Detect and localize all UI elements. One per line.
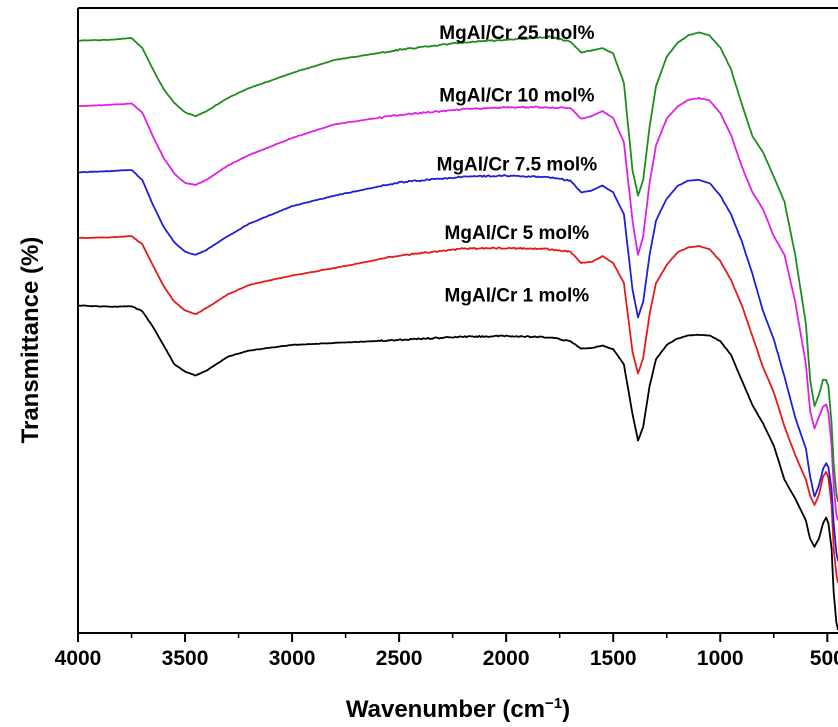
x-tick-label-2500: 2500 — [376, 647, 423, 670]
y-axis-title: Transmittance (%) — [17, 237, 44, 444]
axes-layer: 4000 3500 3000 2500 2000 1500 1000 500 — [55, 7, 838, 670]
series-label-layer: MgAl/Cr 1 mol% MgAl/Cr 5 mol% MgAl/Cr 7.5 … — [437, 23, 598, 307]
series-line-2 — [78, 169, 838, 562]
x-axis-title-superscript: −1 — [545, 695, 562, 712]
series-layer — [78, 31, 838, 631]
series-label-1: MgAl/Cr 5 mol% — [445, 223, 590, 244]
x-tick-label-1500: 1500 — [590, 647, 637, 670]
series-line-4 — [78, 31, 838, 502]
x-tick-label-1000: 1000 — [697, 647, 744, 670]
x-tick-label-4000: 4000 — [55, 647, 102, 670]
x-axis-title-main: Wavenumber (cm — [346, 696, 545, 723]
x-axis-title-end: ) — [562, 696, 570, 723]
series-line-1 — [78, 235, 838, 584]
series-label-3: MgAl/Cr 10 mol% — [439, 86, 594, 107]
series-label-4: MgAl/Cr 25 mol% — [439, 23, 594, 44]
x-tick-label-500: 500 — [810, 647, 838, 670]
series-label-2: MgAl/Cr 7.5 mol% — [437, 154, 598, 175]
series-line-0 — [78, 304, 838, 631]
x-axis-title: Wavenumber (cm−1) — [346, 695, 570, 723]
x-tick-label-2000: 2000 — [483, 647, 530, 670]
x-tick-label-3000: 3000 — [269, 647, 316, 670]
x-tick-label-3500: 3500 — [162, 647, 209, 670]
series-label-0: MgAl/Cr 1 mol% — [445, 286, 590, 307]
series-line-3 — [78, 97, 838, 521]
